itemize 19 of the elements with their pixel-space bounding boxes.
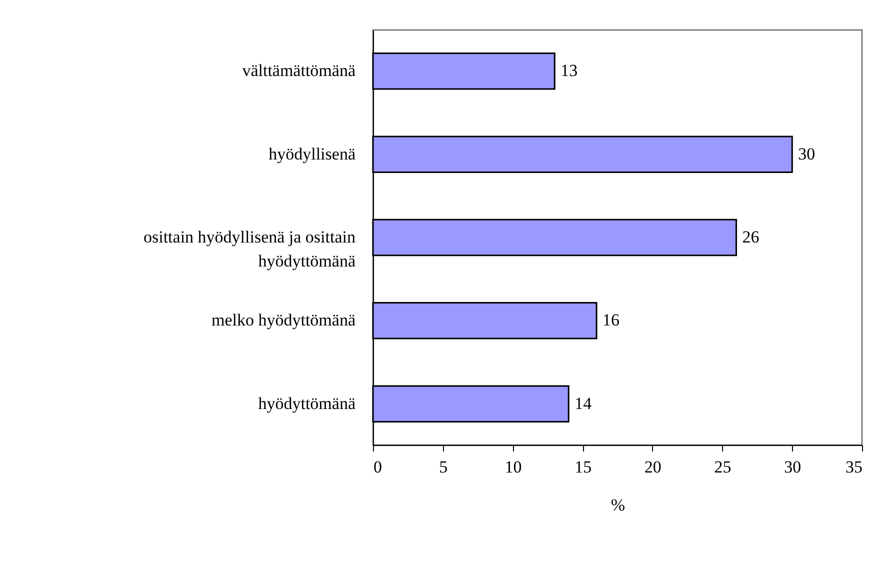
data-label: 14 — [574, 394, 592, 413]
data-label: 30 — [798, 144, 816, 164]
y-tick-label: välttämättömänä — [242, 61, 356, 80]
data-label: 16 — [602, 310, 620, 330]
x-tick-label: 35 — [846, 458, 862, 476]
x-tick-label: 15 — [574, 458, 592, 476]
data-label: 26 — [742, 228, 760, 246]
x-axis-title: % — [610, 496, 626, 514]
data-label: 13 — [560, 61, 578, 80]
x-tick-label: 10 — [504, 458, 522, 476]
x-tick-label: 5 — [439, 458, 448, 476]
x-tick-label: 25 — [714, 458, 732, 476]
y-tick-label: osittain hyödyllisenä ja osittain hyödyttömänä — [143, 228, 356, 270]
y-tick-label: hyödyttömänä — [258, 394, 356, 413]
x-tick-label: 0 — [374, 458, 382, 476]
x-tick-label: 20 — [644, 458, 662, 476]
x-tick-label: 30 — [784, 458, 802, 476]
y-tick-label: melko hyödyttömänä — [211, 310, 356, 330]
y-tick-label: hyödyllisenä — [268, 144, 356, 164]
